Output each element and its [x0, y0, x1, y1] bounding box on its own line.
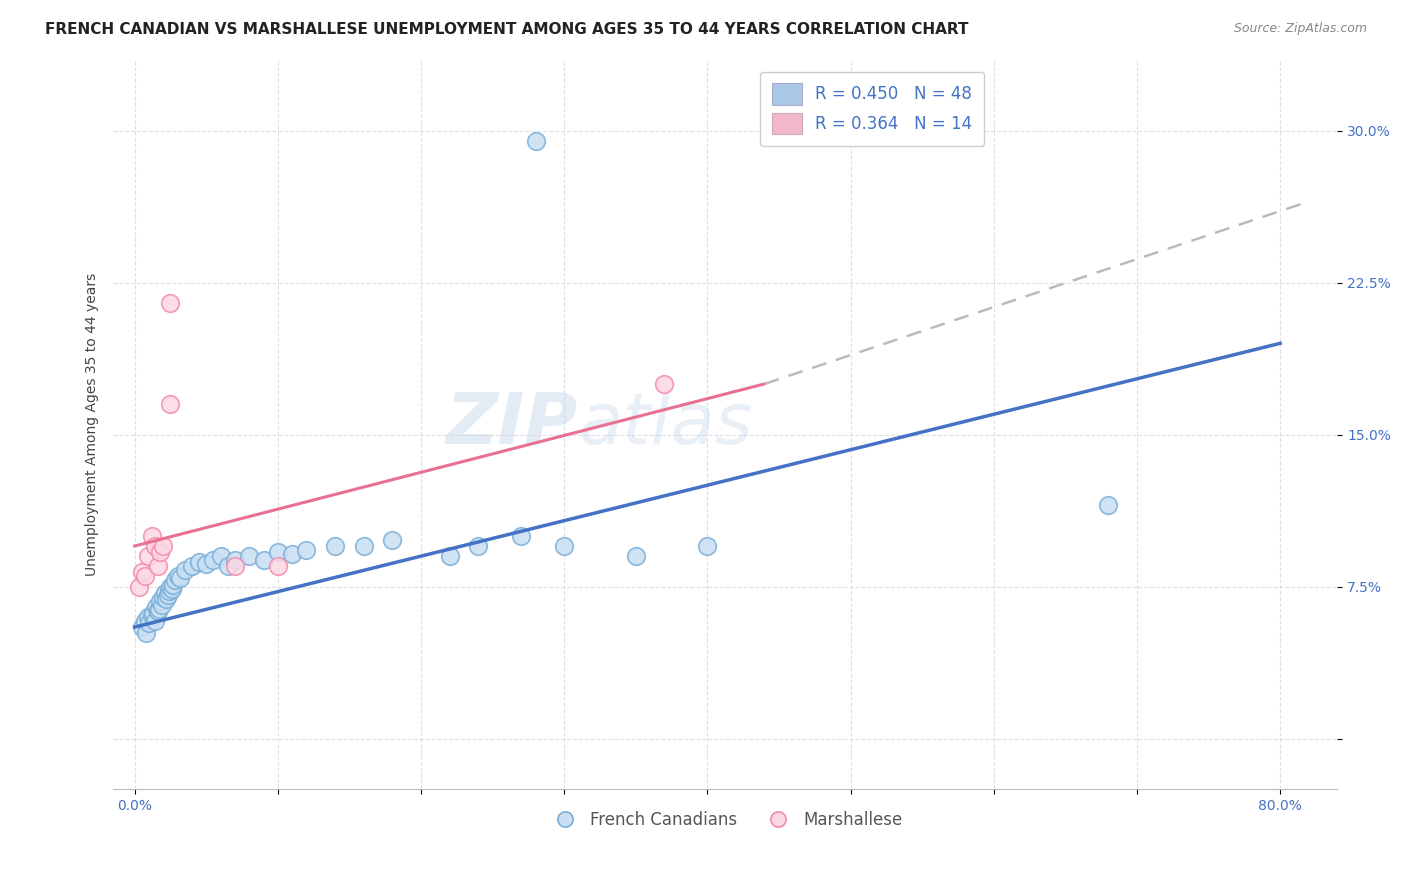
Text: ZIP: ZIP — [446, 390, 578, 458]
Point — [138, 615, 160, 630]
Point — [145, 599, 167, 614]
Point — [143, 614, 166, 628]
Point — [295, 543, 318, 558]
Point — [217, 559, 239, 574]
Point — [159, 397, 181, 411]
Point — [381, 533, 404, 547]
Point — [159, 580, 181, 594]
Point — [553, 539, 575, 553]
Point — [157, 583, 180, 598]
Point — [141, 607, 163, 622]
Point — [134, 614, 156, 628]
Point — [150, 598, 173, 612]
Point — [146, 604, 169, 618]
Point — [162, 577, 184, 591]
Point — [128, 580, 150, 594]
Point — [163, 574, 186, 588]
Point — [146, 559, 169, 574]
Point — [510, 529, 533, 543]
Point — [696, 539, 718, 553]
Point — [238, 549, 260, 563]
Point — [136, 610, 159, 624]
Point — [188, 555, 211, 569]
Legend: French Canadians, Marshallese: French Canadians, Marshallese — [541, 805, 910, 836]
Text: atlas: atlas — [578, 390, 754, 458]
Point — [148, 602, 170, 616]
Point — [141, 529, 163, 543]
Point — [131, 566, 153, 580]
Point — [155, 591, 177, 606]
Point — [159, 295, 181, 310]
Point — [624, 549, 647, 563]
Point — [252, 553, 274, 567]
Point — [142, 606, 165, 620]
Text: FRENCH CANADIAN VS MARSHALLESE UNEMPLOYMENT AMONG AGES 35 TO 44 YEARS CORRELATIO: FRENCH CANADIAN VS MARSHALLESE UNEMPLOYM… — [45, 22, 969, 37]
Point — [467, 539, 489, 553]
Point — [195, 558, 218, 572]
Point — [209, 549, 232, 563]
Point — [323, 539, 346, 553]
Point — [224, 553, 246, 567]
Point — [152, 539, 174, 553]
Point — [169, 571, 191, 585]
Point — [156, 588, 179, 602]
Point — [654, 376, 676, 391]
Point — [353, 539, 375, 553]
Point — [149, 545, 172, 559]
Point — [1097, 499, 1119, 513]
Text: Source: ZipAtlas.com: Source: ZipAtlas.com — [1233, 22, 1367, 36]
Point — [224, 559, 246, 574]
Point — [135, 626, 157, 640]
Y-axis label: Unemployment Among Ages 35 to 44 years: Unemployment Among Ages 35 to 44 years — [86, 273, 100, 576]
Point — [136, 549, 159, 563]
Point — [173, 563, 195, 577]
Point — [160, 582, 183, 596]
Point — [166, 569, 188, 583]
Point — [202, 553, 225, 567]
Point — [153, 585, 176, 599]
Point — [149, 593, 172, 607]
Point — [181, 559, 204, 574]
Point — [131, 620, 153, 634]
Point — [143, 539, 166, 553]
Point — [281, 547, 304, 561]
Point — [152, 590, 174, 604]
Point — [267, 559, 290, 574]
Point — [267, 545, 290, 559]
Point — [439, 549, 461, 563]
Point — [134, 569, 156, 583]
Point — [524, 134, 547, 148]
